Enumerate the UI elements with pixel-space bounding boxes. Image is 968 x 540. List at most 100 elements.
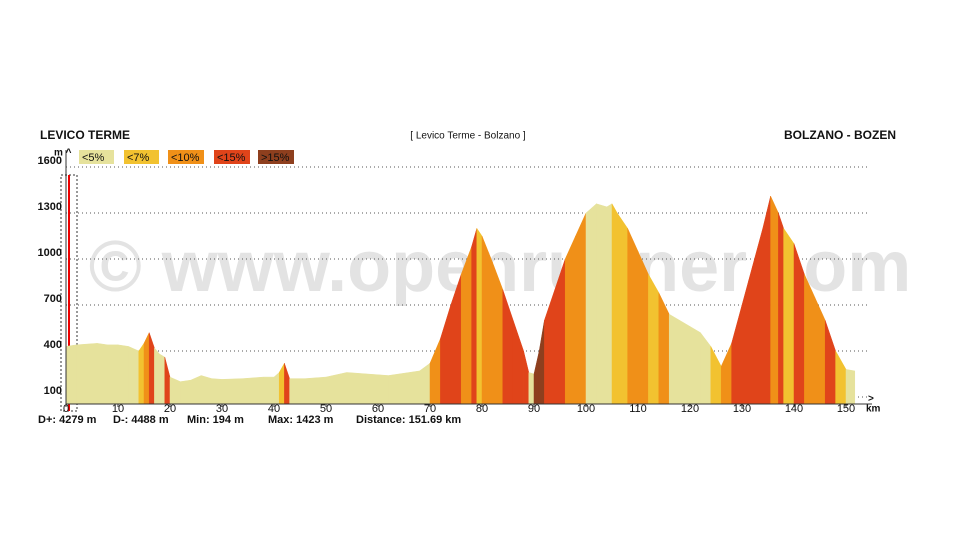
profile-segment [533, 350, 540, 405]
legend-label: <15% [217, 152, 246, 164]
profile-segment [606, 203, 613, 405]
legend-swatch [79, 150, 114, 164]
profile-segment [200, 375, 212, 405]
profile-segment [96, 343, 108, 405]
profile-segment [460, 246, 472, 405]
profile-segment [143, 332, 150, 405]
profile-segment [211, 378, 223, 405]
legend-swatch [214, 150, 250, 164]
profile-segment [164, 357, 171, 405]
legend-label: <7% [127, 152, 150, 164]
profile-segment [304, 376, 327, 405]
profile-segment [76, 343, 88, 405]
profile-segment [700, 331, 712, 405]
profile-segment [408, 370, 420, 405]
profile-segment [658, 292, 670, 405]
profile-segment [440, 304, 452, 405]
legend-label: <5% [82, 152, 105, 164]
profile-segment [528, 372, 535, 405]
profile-segment [278, 362, 285, 405]
profile-segment [481, 235, 493, 405]
profile-segment [637, 251, 649, 405]
y-unit: m ^ [54, 148, 72, 159]
profile-segment [679, 319, 691, 405]
profile-segment [148, 332, 155, 405]
profile-segment [845, 369, 856, 405]
legend-swatch [124, 150, 159, 164]
stat: D+: 4279 m [38, 414, 97, 426]
profile-segment [689, 326, 701, 405]
profile-segment [783, 227, 795, 405]
x-tick-label: 50 [320, 403, 332, 415]
y-tick-label: 1000 [38, 247, 62, 259]
chart-title: [ Levico Terme - Bolzano ] [410, 131, 526, 142]
y-tick-label: 400 [44, 339, 62, 351]
x-tick-label: 40 [268, 403, 280, 415]
profile-segment [596, 203, 608, 405]
profile-segment [86, 343, 98, 405]
end-label: BOLZANO - BOZEN [784, 128, 896, 142]
profile-segment [159, 353, 166, 405]
profile-segment [668, 313, 680, 405]
profile-segment [762, 196, 771, 405]
profile-segment [346, 372, 368, 405]
legend-label: >15% [261, 152, 290, 164]
x-tick-label: 30 [216, 403, 228, 415]
profile-segment [221, 378, 244, 405]
profile-segment [804, 274, 816, 405]
profile-segment [471, 228, 478, 405]
profile-segment [273, 371, 280, 405]
profile-segment [138, 342, 145, 405]
legend-label: <10% [171, 152, 200, 164]
x-tick-label: 60 [372, 403, 384, 415]
legend-swatch [168, 150, 204, 164]
profile-segment [720, 343, 732, 405]
profile-segment [117, 344, 129, 405]
y-tick-label: 700 [44, 293, 62, 305]
profile-segment [476, 227, 483, 405]
profile-segment [512, 320, 524, 405]
stat: Max: 1423 m [268, 414, 334, 426]
profile-segment [429, 338, 441, 405]
profile-segment [289, 378, 306, 405]
profile-segment [564, 235, 576, 405]
profile-segment [180, 379, 192, 405]
profile-segment [169, 376, 181, 405]
profile-segment [627, 228, 639, 405]
stat: Distance: 151.69 km [356, 414, 461, 426]
x-tick-label: 110 [629, 403, 647, 415]
profile-segment [824, 320, 836, 405]
stat: D-: 4488 m [113, 414, 169, 426]
profile-segment [128, 346, 140, 405]
profile-segment [770, 196, 779, 405]
y-tick-label: 1600 [38, 155, 62, 167]
profile-segment [835, 350, 847, 405]
x-tick-label: 10 [112, 403, 124, 415]
profile-segment [325, 372, 348, 405]
y-tick-label: 1300 [38, 201, 62, 213]
profile-segment [611, 202, 618, 405]
profile-segment [731, 304, 743, 405]
profile-segment [585, 203, 597, 405]
profile-segment [523, 350, 530, 405]
profile-segment [388, 372, 410, 405]
x-tick-label: 20 [164, 403, 176, 415]
x-tick-label: 90 [528, 403, 540, 415]
profile-segment [575, 212, 587, 405]
x-arrow: > [868, 394, 874, 405]
profile-segment [538, 320, 545, 405]
x-tick-label: 150 [837, 403, 855, 415]
x-tick-label: 80 [476, 403, 488, 415]
profile-segment [710, 346, 722, 405]
profile-segment [419, 362, 431, 405]
x-unit: km [866, 404, 881, 415]
profile-segment [648, 273, 660, 405]
profile-segment [367, 373, 389, 405]
x-tick-label: 100 [577, 403, 595, 415]
stat: Min: 194 m [187, 414, 244, 426]
x-tick-label: 120 [681, 403, 699, 415]
x-tick-label: 130 [733, 403, 751, 415]
profile-segment [263, 376, 275, 405]
x-tick-label: 0 [63, 403, 69, 415]
